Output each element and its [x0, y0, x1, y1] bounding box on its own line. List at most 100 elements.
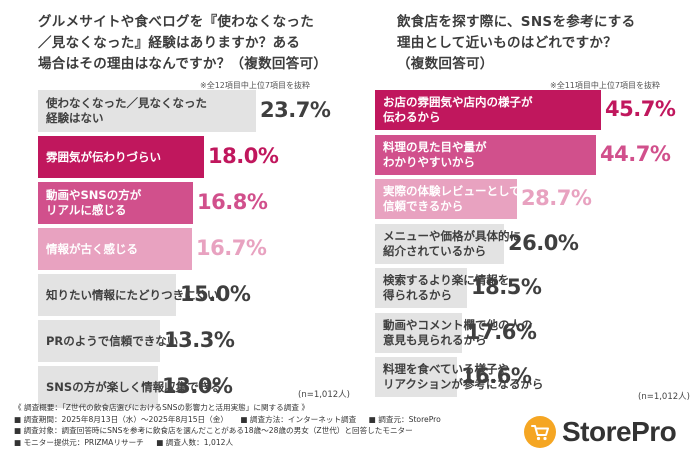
bar-value-label: 45.7% — [605, 97, 676, 121]
bar-fill — [375, 223, 504, 264]
bar-fill — [38, 366, 158, 408]
right-note: ※全11項目中上位7項目を抜粋 — [550, 81, 660, 90]
bar-fill — [375, 268, 467, 308]
survey-footer: 《 調査概要：「Z世代の飲食店選びにおけるSNSの影響力と活用実態」に関する調査… — [14, 402, 504, 448]
bar-1: 使わなくなった／見なくなった 経験はない — [38, 90, 256, 132]
bar-label-line: 知りたい情報にたどりつきにくい — [46, 287, 219, 302]
survey-provider: ■ モニター提供元：PRIZMAリサーチ — [14, 437, 144, 447]
bar-value-label: 16.8% — [197, 190, 268, 214]
survey-meta-row: ■ モニター提供元：PRIZMAリサーチ ■ 調査人数：1,012人 — [14, 437, 504, 449]
bar-label-line: 信頼できるから — [383, 199, 464, 213]
bar-fill — [375, 357, 457, 397]
bar-3: 動画やSNSの方が リアルに感じる — [38, 182, 193, 224]
bar-label-line: 経験はない — [46, 111, 104, 125]
bar-label: メニューや価格が具体的に 紹介されているから — [375, 229, 521, 259]
bar-label-line: リアルに感じる — [46, 203, 127, 217]
bar-value-label: 16.6% — [461, 364, 532, 388]
bar-6: 動画やコメント欄で他の人の 意見も見られるから — [375, 312, 533, 353]
bar-fill — [38, 136, 204, 178]
bar-fill — [375, 312, 462, 353]
survey-method: ■ 調査方法：インターネット調査 — [240, 414, 357, 424]
bar-fill — [38, 228, 192, 270]
bar-label-line: 雰囲気が伝わりづらい — [46, 149, 161, 164]
left-note: ※全12項目中上位7項目を抜粋 — [200, 81, 310, 90]
survey-meta-row: ■ 調査期間：2025年8月13日（水）～2025年8月15日（金） ■ 調査方… — [14, 414, 504, 426]
bar-label: 動画やSNSの方が リアルに感じる — [38, 188, 141, 218]
bar-label: SNSの方が楽しく情報収集できる — [38, 380, 221, 395]
survey-target: ■ 調査対象：調査回答時にSNSを参考に飲食店を選んだことがある18歳～28歳の… — [14, 426, 413, 435]
right-title-line: 飲食店を探す際に、SNSを参考にする — [397, 14, 636, 30]
brand-logo: StorePro — [524, 416, 677, 448]
bar-value-label: 23.7% — [260, 98, 331, 122]
brand-name: StorePro — [562, 416, 677, 447]
bar-value-label: 18.0% — [208, 144, 279, 168]
survey-title: 《 調査概要：「Z世代の飲食店選びにおけるSNSの影響力と活用実態」に関する調査… — [14, 403, 309, 412]
bar-7: SNSの方が楽しく情報収集できる — [38, 366, 221, 408]
bar-label-line: 料理の見た目や量が — [383, 139, 487, 154]
bar-label: 動画やコメント欄で他の人の 意見も見られるから — [375, 318, 533, 348]
bar-label-line: 使わなくなった／見なくなった — [46, 96, 207, 110]
bar-1: お店の雰囲気や店内の様子が 伝わるから — [375, 90, 601, 130]
bar-label: 情報が古く感じる — [38, 242, 138, 257]
bar-label-line: 料理を食べている様子や — [383, 362, 510, 376]
bar-value-label: 15.0% — [180, 282, 251, 306]
bar-fill — [38, 90, 256, 132]
bar-label: 知りたい情報にたどりつきにくい — [38, 288, 218, 303]
bar-value-label: 26.0% — [508, 230, 579, 255]
survey-source: ■ 調査元：StorePro — [368, 414, 441, 424]
bar-label-line: わかりやすいから — [383, 154, 475, 169]
bar-value-label: 16.7% — [196, 236, 267, 260]
bar-fill — [375, 90, 601, 130]
bar-3: 実際の体験レビューとして 信頼できるから — [375, 179, 521, 219]
bar-label: 実際の体験レビューとして 信頼できるから — [375, 184, 521, 214]
bar-4: 情報が古く感じる — [38, 228, 192, 270]
bar-label-line: 動画やSNSの方が — [46, 188, 142, 202]
bar-5: 知りたい情報にたどりつきにくい — [38, 274, 218, 316]
left-n-label: (n=1,012人) — [298, 390, 350, 400]
bar-value-label: 44.7% — [600, 141, 671, 166]
bar-label: 雰囲気が伝わりづらい — [38, 150, 161, 165]
bar-label: 料理を食べている様子や リアクションが参考になるから — [375, 362, 543, 392]
bar-fill — [375, 134, 596, 175]
bar-label-line: リアクションが参考になるから — [383, 377, 544, 391]
bar-fill — [38, 274, 176, 316]
bar-2: 料理の見た目や量が わかりやすいから — [375, 134, 596, 175]
left-title-line: グルメサイトや食べログを『使わなくなった — [38, 14, 314, 30]
bar-4: メニューや価格が具体的に 紹介されているから — [375, 223, 521, 264]
right-title-line: 理由として近いものはどれですか？ — [397, 35, 617, 51]
shopping-cart-icon — [524, 416, 556, 448]
bar-fill — [38, 320, 160, 362]
bar-fill — [38, 182, 193, 224]
bar-label: お店の雰囲気や店内の様子が 伝わるから — [375, 95, 533, 125]
bar-value-label: 13.0% — [162, 374, 233, 398]
bar-label-line: お店の雰囲気や店内の様子が — [383, 95, 533, 109]
left-question-title: グルメサイトや食べログを『使わなくなった ／見なくなった』経験はありますか？ある… — [38, 12, 327, 75]
bar-label-line: 紹介されているから — [383, 243, 487, 258]
bar-value-label: 17.6% — [466, 319, 537, 344]
bar-label-line: 動画やコメント欄で他の人の — [383, 317, 533, 332]
right-question-title: 飲食店を探す際に、SNSを参考にする 理由として近いものはどれですか？ （複数回… — [397, 12, 635, 75]
right-title-line: （複数回答可） — [397, 56, 494, 72]
bar-6: PRのようで信頼できない — [38, 320, 178, 362]
bar-label-line: 情報が古く感じる — [46, 241, 138, 256]
bar-value-label: 18.5% — [471, 275, 542, 299]
bar-label-line: 実際の体験レビューとして — [383, 184, 521, 198]
survey-period: ■ 調査期間：2025年8月13日（水）～2025年8月15日（金） — [14, 414, 228, 424]
bar-label: 料理の見た目や量が わかりやすいから — [375, 140, 487, 170]
bar-5: 検索するより楽に情報を 得られるから — [375, 268, 509, 308]
bar-fill — [375, 179, 517, 219]
bar-2: 雰囲気が伝わりづらい — [38, 136, 204, 178]
left-title-line: 場合はその理由はなんですか？（複数回答可） — [38, 56, 328, 72]
survey-count: ■ 調査人数：1,012人 — [156, 437, 234, 447]
bar-value-label: 13.3% — [164, 328, 235, 352]
bar-label-line: 得られるから — [383, 288, 452, 302]
bar-value-label: 28.7% — [521, 186, 592, 210]
bar-label: PRのようで信頼できない — [38, 334, 178, 349]
bar-label-line: 意見も見られるから — [383, 332, 487, 347]
bar-label-line: メニューや価格が具体的に — [383, 228, 521, 243]
right-n-label: (n=1,012人) — [638, 392, 690, 402]
bar-label-line: PRのようで信頼できない — [46, 333, 179, 348]
left-title-line: ／見なくなった』経験はありますか？ある — [38, 35, 301, 51]
bar-label-line: 伝わるから — [383, 110, 441, 124]
bar-label-line: SNSの方が楽しく情報収集できる — [46, 379, 222, 394]
